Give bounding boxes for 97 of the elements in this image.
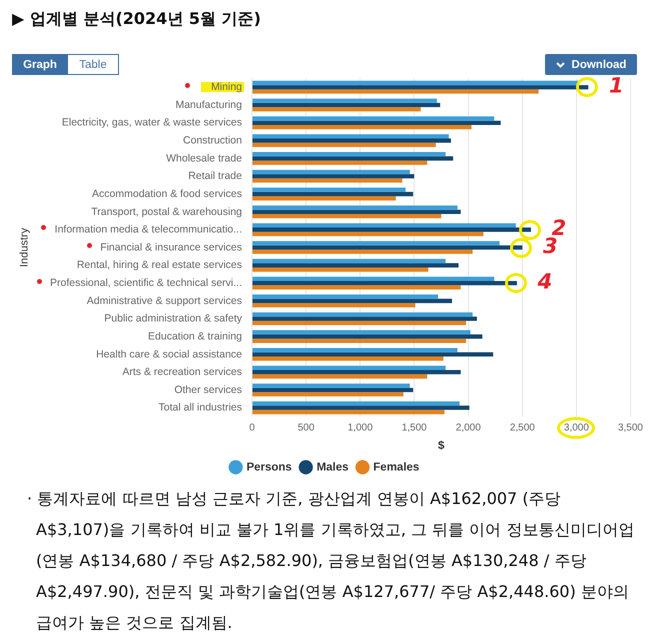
- bar: [252, 107, 421, 112]
- bar: [252, 285, 461, 290]
- bar: [252, 280, 517, 286]
- bar: [252, 192, 414, 196]
- bar: [252, 170, 410, 174]
- y-tick-label: Administrative & support services: [86, 294, 242, 307]
- y-tick-label: Information media & telecommunicatio...: [54, 224, 242, 236]
- y-tick-label: Retail trade: [188, 170, 242, 182]
- y-tick-label: Transport, postal & warehousing: [91, 206, 242, 218]
- bar: [252, 263, 459, 268]
- annotation: 1: [609, 74, 624, 98]
- download-button: Download: [545, 54, 637, 75]
- y-tick-label: Construction: [183, 134, 242, 147]
- bar: [252, 320, 466, 326]
- table-tab: Table: [67, 54, 119, 75]
- y-tick-label: Wholesale trade: [166, 152, 242, 164]
- graph-tab: Graph: [12, 54, 68, 75]
- bar: [252, 406, 470, 410]
- x-tick-label: 500: [298, 422, 315, 434]
- x-tick-label: 2,500: [510, 422, 536, 434]
- bar: [252, 142, 436, 148]
- bar: [252, 410, 444, 414]
- bar: [252, 102, 440, 108]
- bar: [252, 124, 472, 130]
- bar: [252, 374, 428, 379]
- bar: [252, 241, 500, 246]
- bar: [252, 298, 452, 304]
- bar: [252, 120, 501, 125]
- bar: [252, 303, 416, 308]
- x-tick-label: 1,500: [402, 422, 428, 434]
- x-axis-title: $: [438, 440, 446, 452]
- y-axis-title: Industry: [18, 227, 31, 268]
- x-tick-label: 2,000: [456, 422, 482, 434]
- bar: [252, 352, 494, 356]
- bar: [252, 160, 428, 165]
- bar: [252, 392, 404, 396]
- x-tick-label: 1,000: [348, 422, 374, 434]
- bar: [252, 214, 442, 218]
- x-tick-label: 3,500: [618, 422, 644, 434]
- bar: [252, 370, 461, 374]
- bar: [252, 152, 446, 156]
- bar: [252, 356, 444, 361]
- bar: [252, 348, 458, 352]
- bar: [252, 210, 461, 214]
- bar: [252, 258, 446, 264]
- bar: [252, 188, 406, 192]
- annotation: 4: [536, 270, 552, 294]
- text: · 통계자료에 따르면 남성 근로자 기준, 광산업계 연봉이 A$162,007 (주당 A$3,107)을 기록하여 비교 불가 1위를 기록하였고, 그 뒤를 이어 정보통신미디어업(연봉 A$134,680 / 주당 A$2,582.90), 금융보험업(연봉 A$130,248 / 주당 A$2,497.90), 전문직 및 과학기술업(연봉 A$127,677/ 주당 A$2,448.60) 분야의 급여가 높은 것으로 집계됨.: [27, 489, 634, 632]
- y-tick-label: Professional, scientific & technical servi...: [50, 277, 242, 290]
- bar: [252, 338, 466, 343]
- bar: [252, 330, 470, 334]
- bar: [252, 245, 522, 250]
- bar: [252, 178, 402, 183]
- legend-label: Females: [373, 461, 420, 474]
- bar: [252, 228, 531, 232]
- bar: [252, 294, 438, 299]
- bar: [252, 312, 473, 317]
- y-tick-label: Mining: [211, 81, 242, 94]
- bar: [252, 384, 410, 388]
- chart-title: ▶ 업계별 분석(2024년 5월 기준): [12, 9, 261, 30]
- y-tick-label: Health care & social assistance: [96, 348, 242, 360]
- x-tick-label: 0: [249, 422, 256, 434]
- y-tick-label: Other services: [174, 384, 242, 396]
- y-tick-label: Rental, hiring & real estate services: [76, 259, 242, 272]
- y-tick-label: Manufacturing: [175, 98, 242, 111]
- bar: [252, 98, 437, 103]
- y-tick-label: Public administration & safety: [104, 312, 243, 325]
- y-tick-label: Accommodation & food services: [92, 188, 242, 200]
- bar: [252, 89, 539, 94]
- bar: [252, 134, 449, 138]
- bar: [252, 138, 451, 143]
- bar: [252, 85, 588, 90]
- bar: [252, 276, 494, 281]
- bar: [252, 250, 473, 254]
- bar: [252, 366, 446, 370]
- bar: [252, 80, 579, 86]
- legend-label: Persons: [246, 461, 292, 474]
- bar: [252, 196, 396, 200]
- bar: [252, 267, 428, 272]
- x-tick-label: 3,000: [564, 422, 590, 434]
- bar: [252, 401, 460, 406]
- y-tick-label: Financial & insurance services: [100, 241, 242, 254]
- annotation: 3: [543, 234, 558, 258]
- bar: [252, 174, 414, 178]
- bar: [252, 334, 482, 339]
- legend-label: Males: [316, 461, 349, 474]
- bar: [252, 388, 414, 392]
- y-tick-label: Total all industries: [158, 402, 242, 414]
- y-tick-label: Education & training: [148, 330, 242, 342]
- bar: [252, 232, 484, 236]
- bar: [252, 205, 458, 210]
- y-tick-label: Electricity, gas, water & waste services: [62, 116, 242, 129]
- bar: [252, 223, 516, 228]
- bar: [252, 156, 454, 161]
- bar: [252, 116, 494, 121]
- y-tick-label: Arts & recreation services: [122, 366, 242, 378]
- bar: [252, 316, 477, 321]
